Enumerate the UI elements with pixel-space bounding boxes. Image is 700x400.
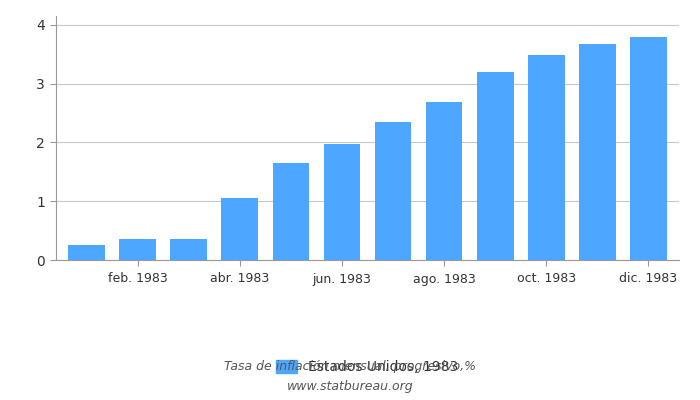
Bar bbox=[323, 144, 360, 260]
Bar bbox=[426, 102, 463, 260]
Bar bbox=[477, 72, 514, 260]
Bar bbox=[579, 44, 616, 260]
Bar bbox=[170, 240, 207, 260]
Text: www.statbureau.org: www.statbureau.org bbox=[287, 380, 413, 393]
Bar bbox=[119, 240, 156, 260]
Bar bbox=[69, 245, 105, 260]
Bar bbox=[374, 122, 412, 260]
Bar bbox=[630, 36, 666, 260]
Text: Tasa de inflación mensual, progresivo,%: Tasa de inflación mensual, progresivo,% bbox=[224, 360, 476, 373]
Bar bbox=[272, 163, 309, 260]
Bar bbox=[221, 198, 258, 260]
Bar bbox=[528, 55, 565, 260]
Legend: Estados Unidos, 1983: Estados Unidos, 1983 bbox=[271, 355, 464, 380]
